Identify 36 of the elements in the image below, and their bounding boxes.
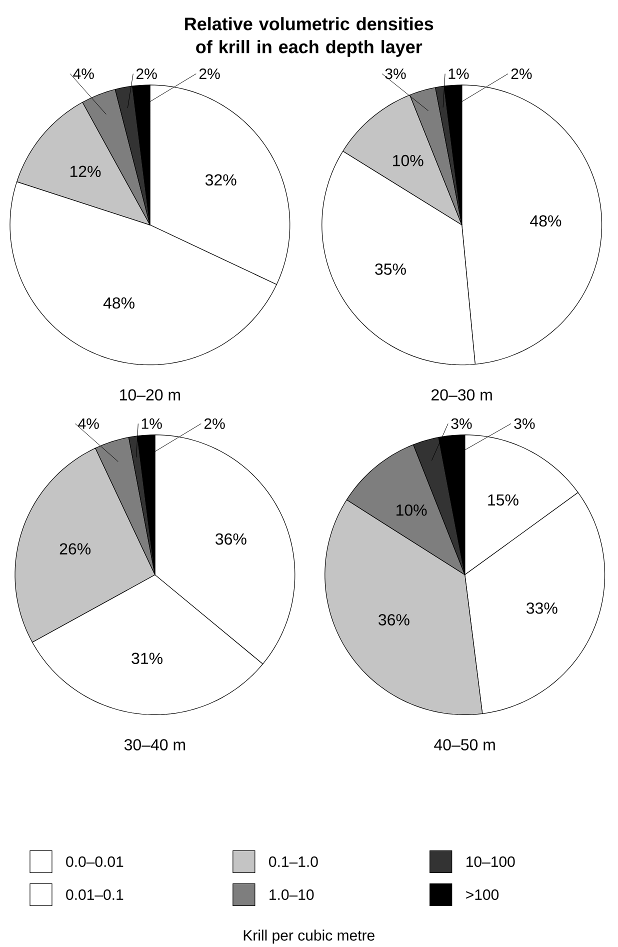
data-label: 36% bbox=[216, 533, 246, 545]
legend-label: 1.0–10 bbox=[270, 889, 314, 900]
data-label: 1% bbox=[142, 418, 162, 429]
legend-label: 0.0–0.01 bbox=[66, 856, 124, 867]
data-label: 1% bbox=[448, 68, 469, 80]
data-label: 48% bbox=[530, 215, 562, 227]
data-label: 26% bbox=[60, 543, 91, 555]
data-label: 35% bbox=[375, 264, 406, 275]
data-label: 3% bbox=[451, 418, 472, 429]
data-label: 2% bbox=[204, 418, 225, 429]
legend-label: 0.1–1.0 bbox=[269, 856, 318, 867]
data-label: 4% bbox=[78, 418, 100, 429]
data-label: 32% bbox=[206, 174, 236, 186]
data-label: 10% bbox=[396, 504, 427, 516]
legend-label: 10–100 bbox=[466, 856, 515, 867]
data-label: 33% bbox=[526, 602, 558, 614]
text: 10–20 m bbox=[120, 389, 180, 401]
data-label: 3% bbox=[385, 68, 406, 80]
data-label: 15% bbox=[488, 494, 519, 506]
data-label: 12% bbox=[70, 166, 101, 178]
legend-label: 0.01–0.1 bbox=[66, 889, 124, 900]
data-label: 2% bbox=[511, 68, 532, 80]
data-label: 2% bbox=[200, 68, 220, 80]
data-label: 36% bbox=[378, 614, 410, 626]
data-label: 10% bbox=[393, 154, 424, 166]
text: 20–30 m bbox=[432, 389, 492, 401]
text: 30–40 m bbox=[124, 739, 186, 750]
data-label: 3% bbox=[514, 418, 535, 429]
data-label: 48% bbox=[103, 297, 135, 309]
data-label: 31% bbox=[132, 652, 163, 664]
data-label: 2% bbox=[136, 68, 157, 80]
legend-title: Krill per cubic metre bbox=[244, 930, 375, 944]
data-label: 4% bbox=[73, 68, 94, 80]
chart-title: Relative volumetric densities of krill in each depth layer bbox=[185, 17, 434, 57]
legend-label: >100 bbox=[466, 889, 499, 900]
text: 40–50 m bbox=[434, 739, 495, 750]
